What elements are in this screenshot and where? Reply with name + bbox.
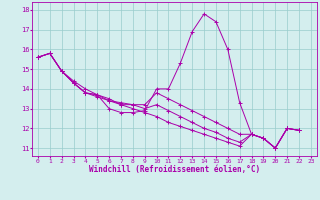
X-axis label: Windchill (Refroidissement éolien,°C): Windchill (Refroidissement éolien,°C): [89, 165, 260, 174]
